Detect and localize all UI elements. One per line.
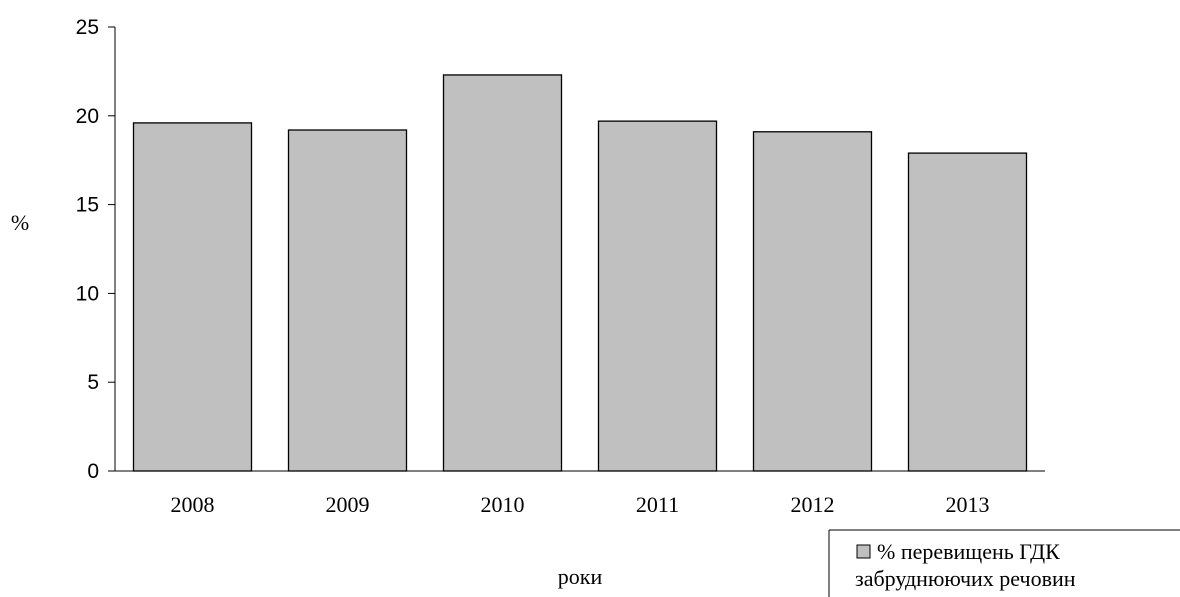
x-tick-label: 2010 [481,492,525,517]
y-tick-label: 15 [76,194,99,217]
y-tick-label: 25 [76,16,99,39]
x-axis-title: роки [558,564,603,589]
axes-group [114,27,1045,472]
bar-2008 [132,122,253,472]
bar-2010 [442,74,563,472]
y-axis-title: % [11,210,29,235]
bar-2013 [907,152,1028,472]
x-tick-label: 2012 [791,492,835,517]
y-tick-label: 0 [87,460,99,483]
legend-swatch [856,544,871,559]
legend-label-line-1: % перевищень ГДК [877,539,1060,564]
bar-2012 [752,131,873,472]
y-tick-label: 20 [76,105,99,128]
bar-2009 [287,129,408,472]
x-tick-label: 2008 [171,492,215,517]
y-tick-label: 10 [76,282,99,305]
x-tick-label: 2009 [326,492,370,517]
y-tick-label: 5 [87,371,99,394]
x-ticks-group: 2008 2009 2010 2011 2012 2013 [171,492,990,517]
x-tick-label: 2011 [636,492,679,517]
bars-group [132,74,1028,472]
legend-label-line-2: забруднюючих речовин [855,566,1076,591]
bar-2011 [597,120,718,472]
y-ticks-group: 0 5 10 15 20 25 [76,16,115,483]
x-tick-label: 2013 [946,492,990,517]
legend: % перевищень ГДК забруднюючих речовин [828,529,1180,597]
